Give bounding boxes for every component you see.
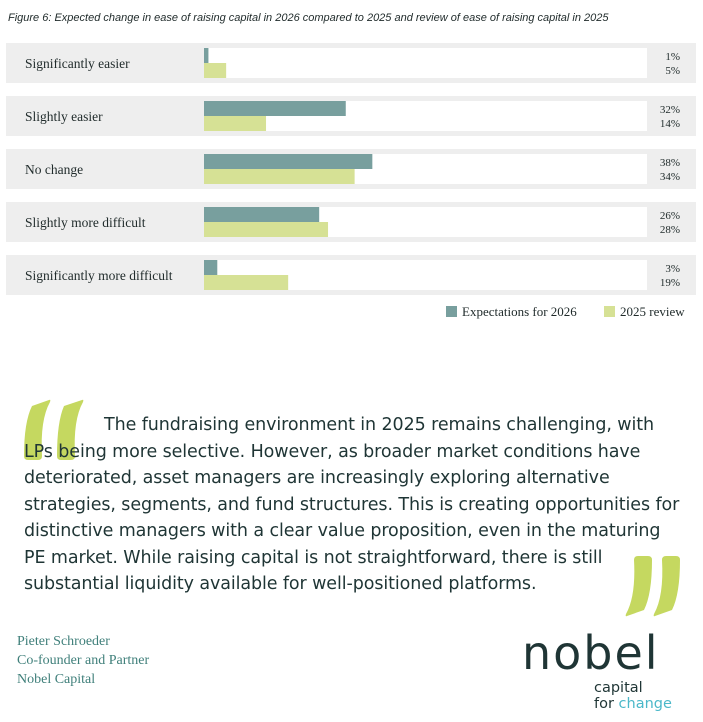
testimonial-quote: The fundraising environment in 2025 rema… — [24, 412, 684, 598]
bar-expectations-for-2026 — [204, 101, 346, 116]
bar-expectations-for-2026 — [204, 154, 373, 169]
legend-label: Expectations for 2026 — [462, 304, 577, 319]
bar-expectations-for-2026 — [204, 207, 320, 222]
author-role: Co-founder and Partner — [17, 653, 150, 668]
category-label: Slightly more difficult — [25, 215, 146, 230]
value-label: 28% — [660, 224, 680, 236]
nobel-logo: nobel capital for change — [522, 630, 692, 712]
bar-2025-review — [204, 275, 289, 290]
bar-chart: Significantly easier 1% 5% Slightly easier 3… — [6, 43, 696, 319]
open-quote-icon — [24, 399, 84, 460]
quote-rest: LPs being more selective. However, as br… — [24, 441, 680, 595]
logo-tagline: capital for change — [594, 680, 692, 712]
bar-expectations-for-2026 — [204, 260, 218, 275]
value-label: 3% — [665, 263, 680, 275]
bar-2025-review — [204, 116, 267, 131]
category-label: Slightly easier — [25, 109, 103, 124]
value-label: 34% — [660, 171, 680, 183]
value-label: 14% — [660, 118, 680, 130]
value-label: 19% — [660, 277, 680, 289]
value-label: 38% — [660, 157, 680, 169]
bar-2025-review — [204, 169, 355, 184]
logo-tagline-for: for — [594, 696, 619, 712]
author-name: Pieter Schroeder — [17, 634, 110, 649]
quote-first-line: The fundraising environment in 2025 rema… — [104, 415, 655, 435]
legend-swatch — [604, 306, 615, 317]
value-label: 5% — [665, 65, 680, 77]
legend-swatch — [446, 306, 457, 317]
legend-label: 2025 review — [620, 304, 685, 319]
chart-row-track — [204, 48, 647, 78]
bar-2025-review — [204, 222, 329, 237]
value-label: 1% — [665, 51, 680, 63]
close-quote-icon — [625, 556, 680, 617]
category-label: No change — [25, 162, 83, 177]
bar-2025-review — [204, 63, 227, 78]
author-company: Nobel Capital — [17, 672, 96, 687]
logo-tagline-change: change — [618, 696, 672, 712]
logo-wordmark: nobel — [522, 626, 660, 680]
bar-expectations-for-2026 — [204, 48, 209, 63]
value-label: 26% — [660, 210, 680, 222]
category-label: Significantly more difficult — [25, 268, 173, 283]
logo-tagline-capital: capital — [594, 680, 643, 696]
category-label: Significantly easier — [25, 56, 130, 71]
author-block: Pieter Schroeder Co-founder and Partner … — [17, 632, 149, 689]
value-label: 32% — [660, 104, 680, 116]
chart-title: Figure 6: Expected change in ease of rai… — [8, 12, 609, 24]
